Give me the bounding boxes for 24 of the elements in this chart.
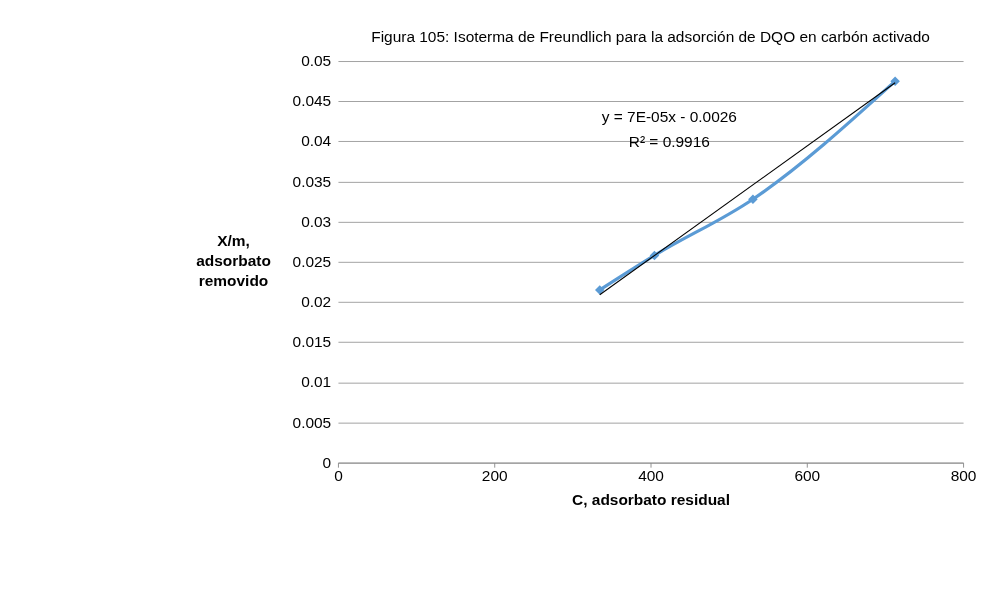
y-tick-label: 0.02 [301, 293, 332, 311]
chart-title: Figura 105: Isoterma de Freundlich para la adsorción de DQO en carbón activado [371, 27, 930, 45]
y-tick-label: 0.005 [292, 413, 332, 431]
x-axis-title: C, adsorbato residual [572, 490, 730, 508]
annotation: R² = 0.9916 [628, 133, 710, 151]
y-tick-label: 0 [322, 453, 332, 471]
y-tick-label: 0.015 [292, 333, 332, 351]
annotation: y = 7E-05x - 0.0026 [601, 107, 737, 125]
point [748, 194, 758, 204]
y-tick-label: 0.04 [301, 132, 332, 150]
point [890, 76, 900, 86]
y-tick-label: 0.01 [301, 373, 332, 391]
x-tick-label: 200 [481, 467, 508, 485]
x-tick-label: 400 [638, 467, 664, 485]
y-tick-label: 0.03 [301, 212, 332, 230]
y-tick-label: 0.05 [301, 52, 332, 70]
x-tick-label: 0 [334, 467, 343, 485]
x-tick-label: 600 [794, 467, 821, 485]
y-tick-label: 0.045 [292, 92, 332, 110]
y-tick-label: 0.035 [292, 172, 332, 190]
y-axis-title: X/m, adsorbato removido [196, 232, 271, 290]
y-tick-label: 0.025 [292, 252, 332, 270]
point [595, 285, 605, 295]
x-tick-label: 800 [950, 467, 977, 485]
